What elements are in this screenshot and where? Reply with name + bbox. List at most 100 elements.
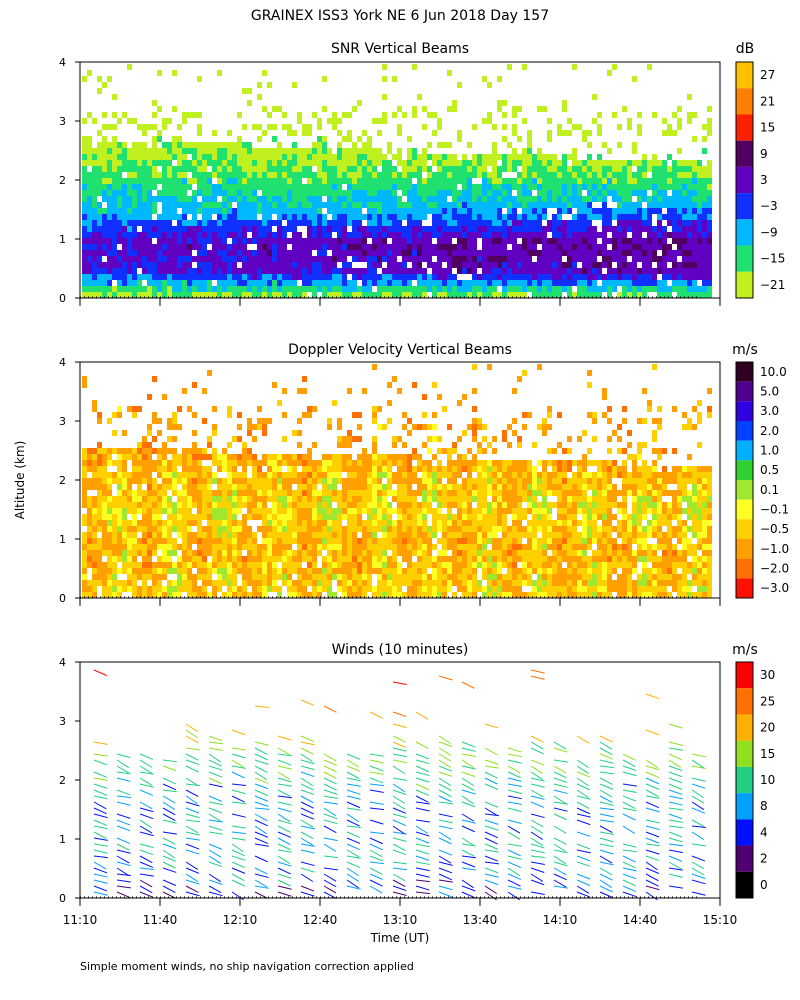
heatmap-cell bbox=[152, 526, 157, 532]
heatmap-cell bbox=[197, 520, 202, 526]
heatmap-cell bbox=[212, 244, 217, 250]
heatmap-cell bbox=[367, 148, 372, 154]
heatmap-cell bbox=[292, 466, 297, 472]
heatmap-cell bbox=[372, 460, 377, 466]
heatmap-cell bbox=[332, 250, 337, 256]
heatmap-cell bbox=[387, 574, 392, 580]
heatmap-cell bbox=[412, 526, 417, 532]
heatmap-cell bbox=[482, 292, 487, 298]
heatmap-cell bbox=[572, 64, 577, 70]
heatmap-cell bbox=[372, 166, 377, 172]
heatmap-cell bbox=[392, 496, 397, 502]
heatmap-cell bbox=[242, 484, 247, 490]
heatmap-cell bbox=[197, 160, 202, 166]
heatmap-cell bbox=[427, 556, 432, 562]
heatmap-cell bbox=[422, 124, 427, 130]
heatmap-cell bbox=[467, 178, 472, 184]
heatmap-cell bbox=[247, 550, 252, 556]
heatmap-cell bbox=[392, 568, 397, 574]
heatmap-cell bbox=[327, 508, 332, 514]
heatmap-cell bbox=[402, 514, 407, 520]
heatmap-cell bbox=[567, 130, 572, 136]
heatmap-cell bbox=[317, 238, 322, 244]
heatmap-cell bbox=[222, 250, 227, 256]
heatmap-cell bbox=[217, 262, 222, 268]
heatmap-cell bbox=[397, 220, 402, 226]
heatmap-cell bbox=[167, 568, 172, 574]
heatmap-cell bbox=[167, 274, 172, 280]
heatmap-cell bbox=[212, 274, 217, 280]
heatmap-cell bbox=[522, 208, 527, 214]
heatmap-cell bbox=[382, 220, 387, 226]
heatmap-cell bbox=[662, 202, 667, 208]
heatmap-cell bbox=[287, 130, 292, 136]
heatmap-cell bbox=[402, 214, 407, 220]
heatmap-cell bbox=[112, 274, 117, 280]
heatmap-cell bbox=[402, 424, 407, 430]
heatmap-cell bbox=[182, 274, 187, 280]
heatmap-cell bbox=[432, 556, 437, 562]
heatmap-cell bbox=[332, 478, 337, 484]
heatmap-cell bbox=[332, 484, 337, 490]
heatmap-cell bbox=[362, 190, 367, 196]
heatmap-cell bbox=[217, 544, 222, 550]
heatmap-cell bbox=[472, 124, 477, 130]
heatmap-cell bbox=[552, 226, 557, 232]
heatmap-cell bbox=[567, 268, 572, 274]
heatmap-cell bbox=[192, 244, 197, 250]
heatmap-cell bbox=[387, 400, 392, 406]
heatmap-cell bbox=[322, 190, 327, 196]
heatmap-cell bbox=[117, 472, 122, 478]
heatmap-cell bbox=[292, 556, 297, 562]
heatmap-cell bbox=[377, 490, 382, 496]
heatmap-cell bbox=[467, 202, 472, 208]
heatmap-cell bbox=[367, 256, 372, 262]
heatmap-cell bbox=[142, 466, 147, 472]
heatmap-cell bbox=[252, 460, 257, 466]
heatmap-cell bbox=[632, 286, 637, 292]
heatmap-cell bbox=[432, 268, 437, 274]
heatmap-cell bbox=[377, 292, 382, 298]
heatmap-cell bbox=[327, 172, 332, 178]
heatmap-cell bbox=[642, 256, 647, 262]
heatmap-cell bbox=[407, 274, 412, 280]
heatmap-cell bbox=[647, 208, 652, 214]
heatmap-cell bbox=[442, 484, 447, 490]
heatmap-cell bbox=[702, 262, 707, 268]
heatmap-cell bbox=[182, 466, 187, 472]
heatmap-cell bbox=[227, 484, 232, 490]
heatmap-cell bbox=[287, 472, 292, 478]
heatmap-cell bbox=[142, 208, 147, 214]
heatmap-cell bbox=[382, 484, 387, 490]
heatmap-cell bbox=[267, 586, 272, 592]
heatmap-cell bbox=[642, 244, 647, 250]
heatmap-cell bbox=[577, 292, 582, 298]
heatmap-cell bbox=[437, 286, 442, 292]
heatmap-cell bbox=[437, 580, 442, 586]
heatmap-cell bbox=[422, 586, 427, 592]
heatmap-cell bbox=[247, 238, 252, 244]
heatmap-cell bbox=[272, 574, 277, 580]
heatmap-cell bbox=[137, 142, 142, 148]
heatmap-cell bbox=[87, 154, 92, 160]
heatmap-cell bbox=[277, 550, 282, 556]
heatmap-cell bbox=[192, 514, 197, 520]
heatmap-cell bbox=[182, 388, 187, 394]
heatmap-cell bbox=[662, 292, 667, 298]
heatmap-cell bbox=[112, 124, 117, 130]
heatmap-cell bbox=[227, 508, 232, 514]
heatmap-cell bbox=[367, 508, 372, 514]
heatmap-cell bbox=[387, 544, 392, 550]
heatmap-cell bbox=[502, 124, 507, 130]
heatmap-cell bbox=[102, 292, 107, 298]
heatmap-cell bbox=[307, 274, 312, 280]
heatmap-cell bbox=[242, 586, 247, 592]
heatmap-cell bbox=[587, 220, 592, 226]
heatmap-cell bbox=[117, 232, 122, 238]
heatmap-cell bbox=[262, 454, 267, 460]
heatmap-cell bbox=[392, 538, 397, 544]
heatmap-cell bbox=[212, 508, 217, 514]
heatmap-cell bbox=[337, 208, 342, 214]
heatmap-cell bbox=[407, 586, 412, 592]
heatmap-cell bbox=[122, 232, 127, 238]
